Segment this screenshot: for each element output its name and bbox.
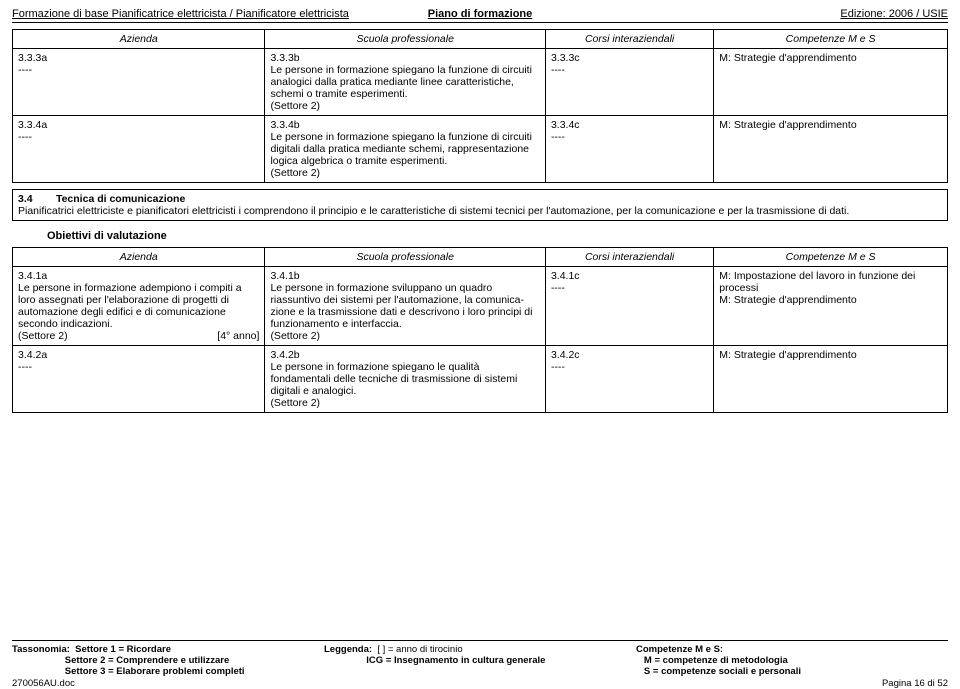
section-cell: 3.4 Tecnica di comunicazione Pianificatr…	[13, 190, 948, 221]
cell-c: 3.3.3c ----	[545, 49, 713, 116]
footer-page: Pagina 16 di 52	[480, 678, 948, 689]
cell-a: 3.4.2a ----	[13, 346, 265, 413]
header-right: Edizione: 2006 / USIE	[572, 8, 948, 20]
col-corsi: Corsi interaziendali	[545, 248, 713, 267]
section-header-row: 3.4 Tecnica di comunicazione Pianificatr…	[13, 190, 948, 221]
section-table: 3.4 Tecnica di comunicazione Pianificatr…	[12, 189, 948, 221]
table-row: 3.3.3a ---- 3.3.3b Le persone in formazi…	[13, 49, 948, 116]
table-2: Azienda Scuola professionale Corsi inter…	[12, 247, 948, 413]
section-title: Tecnica di comunicazione	[56, 193, 185, 205]
footer-competenze: Competenze M e S: M = competenze di meto…	[636, 644, 948, 677]
obiettivi-label: Obiettivi di valutazione	[42, 227, 948, 245]
cell-a: 3.4.1a Le persone in formazione adempion…	[13, 267, 265, 346]
table-row: 3.3.4a ---- 3.3.4b Le persone in formazi…	[13, 116, 948, 183]
leg-label: Leggenda:	[324, 644, 372, 655]
col-scuola: Scuola professionale	[265, 30, 546, 49]
section-desc: Pianificatrici elettriciste e pianificat…	[18, 205, 849, 217]
cell-b: 3.4.2b Le persone in formazione spiegano…	[265, 346, 546, 413]
footer-leggenda: Leggenda: [ ] = anno di tirocinio ICG = …	[324, 644, 636, 677]
col-scuola: Scuola professionale	[265, 248, 546, 267]
cell-d: M: Strategie d'apprendimento	[714, 116, 948, 183]
page-header: Formazione di base Pianificatrice elettr…	[12, 8, 948, 23]
footer-docid: 270056AU.doc	[12, 678, 480, 689]
cell-text: Le persone in formazione adempiono i com…	[18, 282, 242, 330]
cell-b: 3.3.3b Le persone in formazione spiegano…	[265, 49, 546, 116]
col-azienda: Azienda	[13, 30, 265, 49]
table-1: Azienda Scuola professionale Corsi inter…	[12, 29, 948, 183]
cell-c: 3.4.2c ----	[545, 346, 713, 413]
section-num: 3.4	[18, 193, 33, 205]
cell-sector: (Settore 2)	[18, 330, 68, 342]
cell-c: 3.4.1c ----	[545, 267, 713, 346]
tass-label: Tassonomia:	[12, 644, 70, 655]
header-left: Formazione di base Pianificatrice elettr…	[12, 8, 388, 20]
cell-id: 3.4.1a	[18, 270, 47, 282]
cell-d: M: Strategie d'apprendimento	[714, 346, 948, 413]
cell-b: 3.3.4b Le persone in formazione spiegano…	[265, 116, 546, 183]
cell-c: 3.3.4c ----	[545, 116, 713, 183]
header-center: Piano di formazione	[428, 8, 533, 20]
col-corsi: Corsi interaziendali	[545, 30, 713, 49]
comp-label: Competenze M e S:	[636, 644, 723, 655]
cell-a: 3.3.4a ----	[13, 116, 265, 183]
col-competenze: Competenze M e S	[714, 30, 948, 49]
cell-b: 3.4.1b Le persone in formazione sviluppa…	[265, 267, 546, 346]
table-row: 3.4.1a Le persone in formazione adempion…	[13, 267, 948, 346]
footer-tassonomia: Tassonomia: Settore 1 = Ricordare Settor…	[12, 644, 324, 677]
cell-d: M: Strategie d'apprendimento	[714, 49, 948, 116]
table-header-row: Azienda Scuola professionale Corsi inter…	[13, 248, 948, 267]
table-header-row: Azienda Scuola professionale Corsi inter…	[13, 30, 948, 49]
cell-d: M: Impostazione del lavoro in funzione d…	[714, 267, 948, 346]
col-azienda: Azienda	[13, 248, 265, 267]
cell-a: 3.3.3a ----	[13, 49, 265, 116]
col-competenze: Competenze M e S	[714, 248, 948, 267]
cell-anno: [4° anno]	[217, 330, 259, 342]
table-row: 3.4.2a ---- 3.4.2b Le persone in formazi…	[13, 346, 948, 413]
